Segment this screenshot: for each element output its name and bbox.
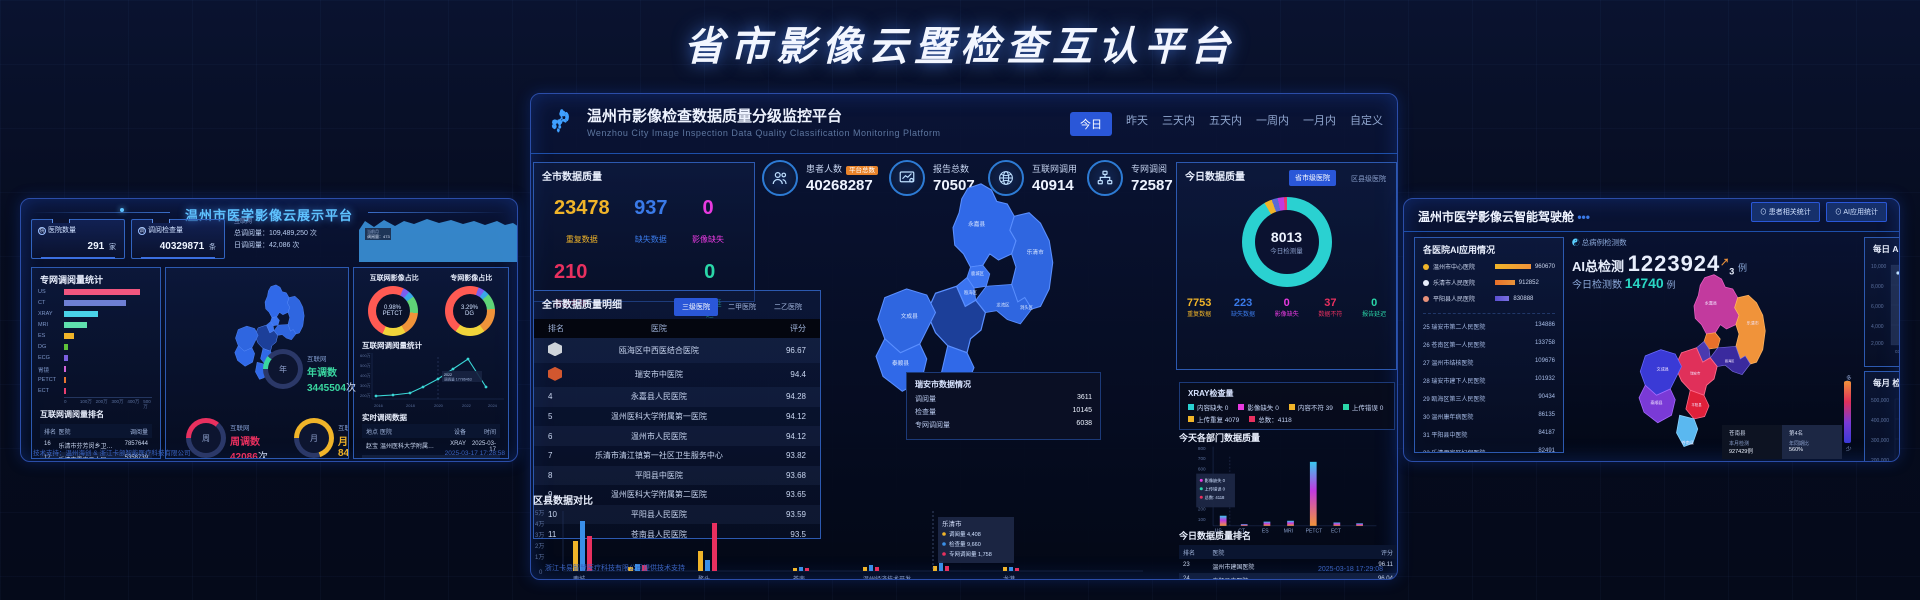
svg-text:鹿城区: 鹿城区: [971, 270, 985, 277]
svg-text:8,000: 8,000: [1871, 284, 1884, 290]
svg-text:500,000: 500,000: [1871, 398, 1889, 404]
svg-text:600: 600: [1198, 466, 1206, 471]
svg-text:2万: 2万: [535, 543, 544, 550]
svg-text:瑞安市: 瑞安市: [1690, 371, 1701, 376]
svg-text:苍南: 苍南: [793, 575, 805, 580]
svg-text:平阳县: 平阳县: [1691, 402, 1702, 407]
svg-text:2016: 2016: [374, 403, 384, 408]
svg-text:文成县: 文成县: [1657, 365, 1669, 371]
svg-text:乐清市: 乐清市: [1747, 320, 1759, 326]
svg-text:专网调阅量 1,758: 专网调阅量 1,758: [949, 550, 992, 558]
svg-text:700: 700: [1198, 456, 1206, 461]
svg-text:2020: 2020: [434, 403, 444, 408]
svg-text:300,000: 300,000: [1871, 438, 1889, 444]
svg-text:调阅量 4,408: 调阅量 4,408: [949, 530, 981, 538]
svg-text:乐清市: 乐清市: [942, 519, 962, 528]
svg-text:2022: 2022: [444, 373, 452, 377]
svg-text:瓯海区: 瓯海区: [1725, 358, 1734, 363]
svg-text:100: 100: [1198, 517, 1206, 522]
svg-text:泰顺县: 泰顺县: [1650, 399, 1662, 405]
svg-text:6,000: 6,000: [1871, 304, 1884, 310]
svg-text:1万: 1万: [535, 554, 544, 561]
svg-text:400万: 400万: [360, 373, 371, 378]
svg-text:4万: 4万: [535, 521, 544, 528]
svg-text:鹿城: 鹿城: [573, 575, 585, 580]
svg-text:泰顺县: 泰顺县: [892, 359, 909, 367]
svg-text:10,000: 10,000: [1871, 264, 1887, 270]
svg-text:200: 200: [1198, 507, 1206, 512]
svg-text:3万: 3万: [535, 532, 544, 539]
svg-text:永嘉县: 永嘉县: [1705, 300, 1717, 306]
svg-text:影像缺失 0: 影像缺失 0: [1205, 477, 1226, 484]
svg-text:2,000: 2,000: [1871, 341, 1884, 347]
svg-text:文成县: 文成县: [901, 312, 918, 320]
svg-text:5万: 5万: [535, 510, 544, 517]
svg-text:200万: 200万: [360, 393, 371, 398]
svg-text:上传错误 0: 上传错误 0: [1205, 485, 1226, 492]
svg-text:0: 0: [539, 570, 543, 576]
svg-text:检查量 9,660: 检查量 9,660: [949, 540, 981, 548]
svg-text:400,000: 400,000: [1871, 418, 1889, 424]
svg-text:调阅量 17786463: 调阅量 17786463: [444, 377, 472, 382]
svg-text:2022: 2022: [462, 403, 472, 408]
svg-text:500万: 500万: [360, 363, 371, 368]
svg-text:鳌头: 鳌头: [698, 575, 710, 580]
svg-text:洞头区: 洞头区: [1020, 304, 1034, 311]
svg-text:300万: 300万: [360, 383, 371, 388]
svg-text:调阅量：473: 调阅量：473: [367, 233, 390, 239]
svg-text:2018: 2018: [406, 403, 416, 408]
svg-text:乐清市: 乐清市: [1027, 248, 1044, 256]
svg-text:200,000: 200,000: [1871, 458, 1889, 462]
svg-text:800: 800: [1198, 446, 1206, 451]
svg-text:龙港: 龙港: [1003, 575, 1015, 580]
svg-text:永嘉县: 永嘉县: [968, 220, 985, 228]
svg-text:4,000: 4,000: [1871, 324, 1884, 330]
svg-text:温州经济技术开发: 温州经济技术开发: [863, 575, 911, 580]
svg-text:苍南县: 苍南县: [1682, 439, 1694, 445]
svg-text:600万: 600万: [360, 353, 371, 358]
svg-text:03/03: 03/03: [1895, 349, 1900, 354]
svg-text:龙湾区: 龙湾区: [996, 301, 1010, 308]
svg-text:瓯海区: 瓯海区: [964, 289, 978, 296]
svg-text:总数: 4118: 总数: 4118: [1205, 494, 1225, 501]
svg-text:2024: 2024: [488, 403, 498, 408]
